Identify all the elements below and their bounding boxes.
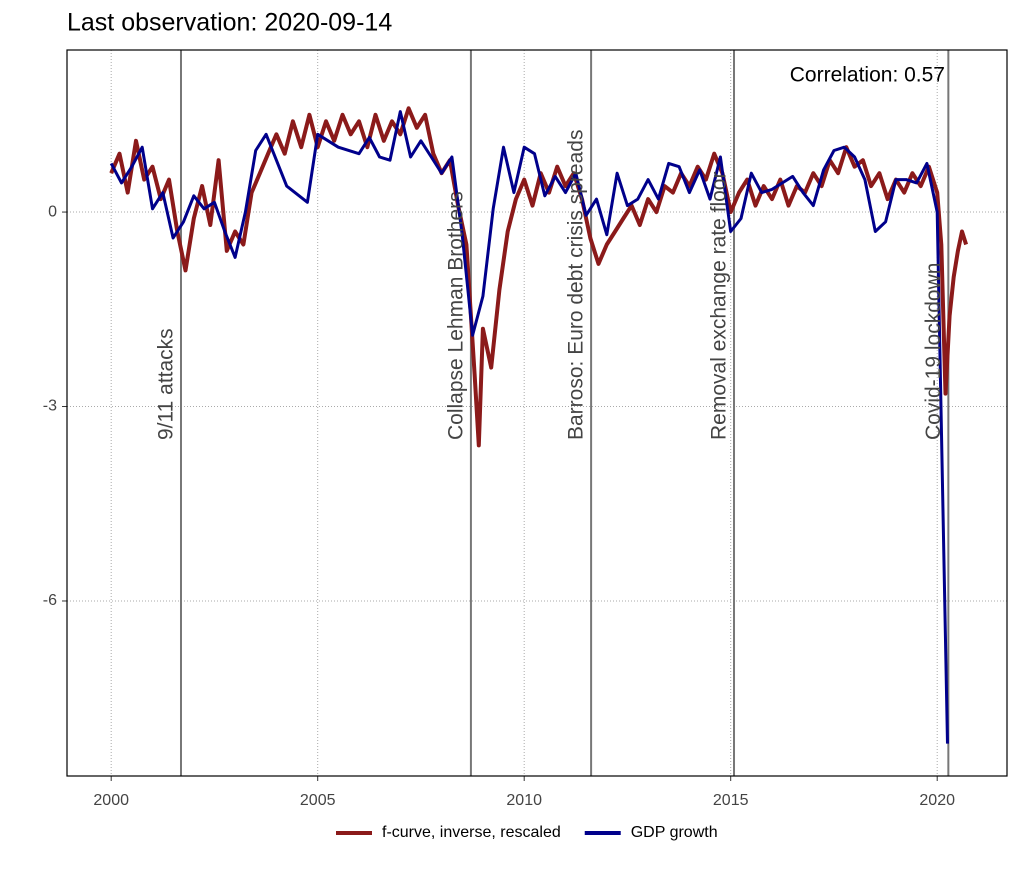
plot-frame	[66, 49, 1008, 777]
series-line	[109, 106, 969, 448]
x-tick-label: 2010	[506, 792, 542, 809]
event-label: Removal exchange rate floor	[708, 172, 731, 440]
series-line	[109, 110, 949, 744]
event-label: Barroso: Euro debt crisis spreads	[565, 130, 588, 440]
y-tick-label: -3	[43, 398, 57, 415]
x-tick-label: 2015	[713, 792, 749, 809]
legend-label: GDP growth	[631, 824, 718, 841]
chart-title: Last observation: 2020-09-14	[67, 9, 392, 37]
y-tick-label: 0	[48, 203, 57, 220]
y-tick-label: -6	[43, 592, 57, 609]
event-label: Covid-19 lockdown	[922, 263, 945, 440]
x-tick-label: 2005	[300, 792, 336, 809]
event-label: Collapse Lehman Brothers	[444, 191, 467, 440]
x-tick-label: 2000	[93, 792, 129, 809]
x-tick-label: 2020	[919, 792, 955, 809]
event-label: 9/11 attacks	[155, 328, 178, 440]
annotation: Correlation: 0.57	[790, 64, 945, 87]
legend-label: f-curve, inverse, rescaled	[382, 824, 561, 841]
